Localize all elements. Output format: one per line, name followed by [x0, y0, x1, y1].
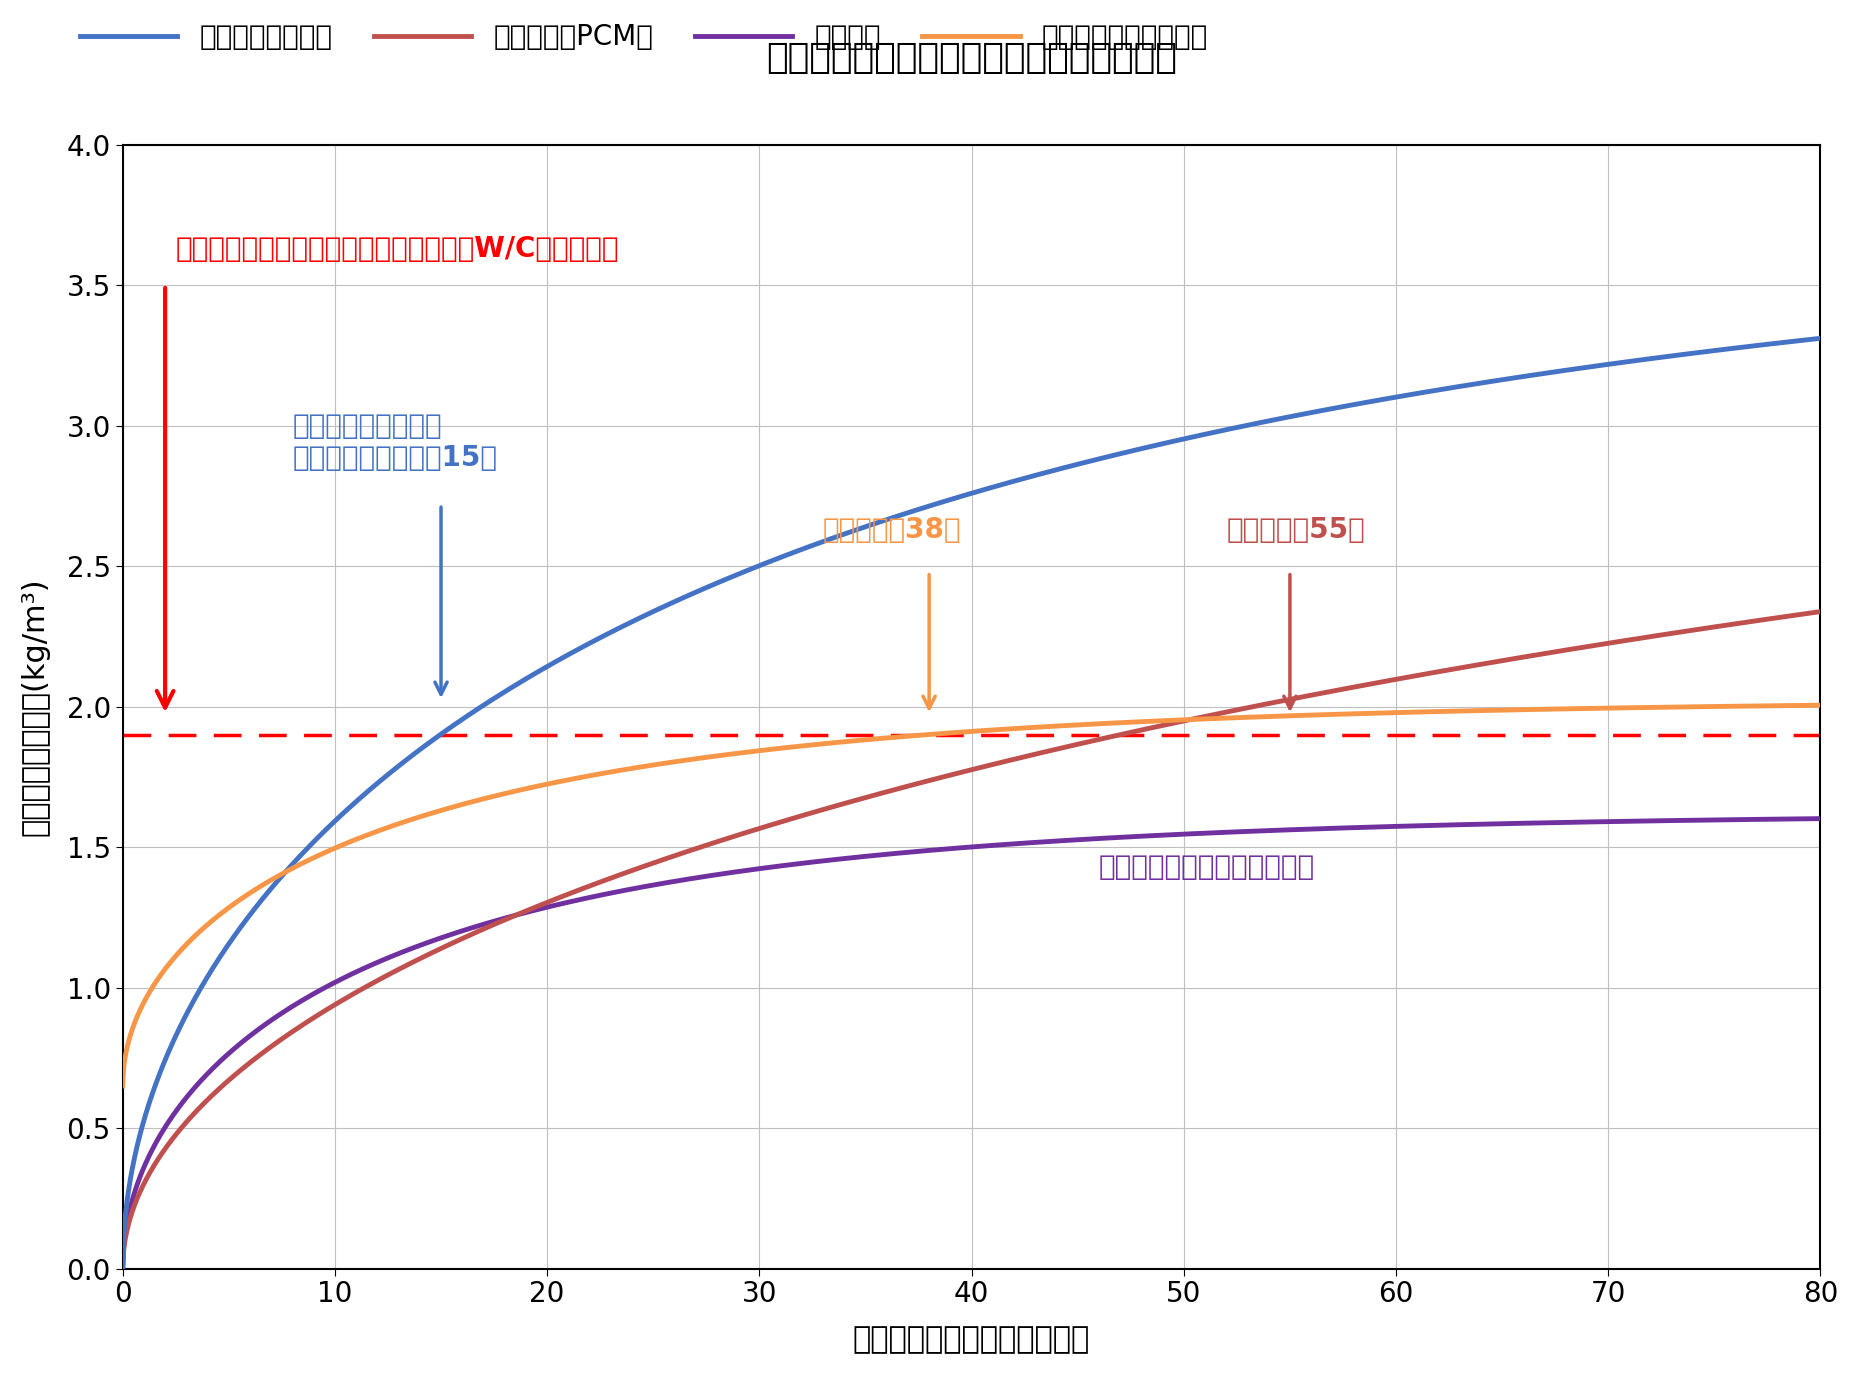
Text: 断面修復：55年: 断面修復：55年 — [1227, 516, 1365, 543]
Text: 表面被覆：限界値に達しない: 表面被覆：限界値に達しない — [1099, 852, 1314, 881]
Text: 限界値に達する期間
既設コンクリート：15年: 限界値に達する期間 既設コンクリート：15年 — [292, 411, 498, 472]
Text: 表面含浸：38年: 表面含浸：38年 — [824, 516, 961, 543]
Y-axis label: 塩化物イオン濃度(kg/m³): 塩化物イオン濃度(kg/m³) — [20, 578, 50, 836]
Legend: 既設コンクリート, 断面修復（PCM）, 表面被覆, 表面含浸（シラン系）: 既設コンクリート, 断面修復（PCM）, 表面被覆, 表面含浸（シラン系） — [69, 12, 1220, 62]
X-axis label: 評価年からの経過期間（年）: 評価年からの経過期間（年） — [853, 1326, 1089, 1354]
Text: 鋼材腐食発生限界値（既設コンクリートW/Cから算定）: 鋼材腐食発生限界値（既設コンクリートW/Cから算定） — [177, 235, 619, 263]
Title: 劣化進行予測結果【限界値に達する期間】: 劣化進行予測結果【限界値に達する期間】 — [766, 41, 1177, 76]
